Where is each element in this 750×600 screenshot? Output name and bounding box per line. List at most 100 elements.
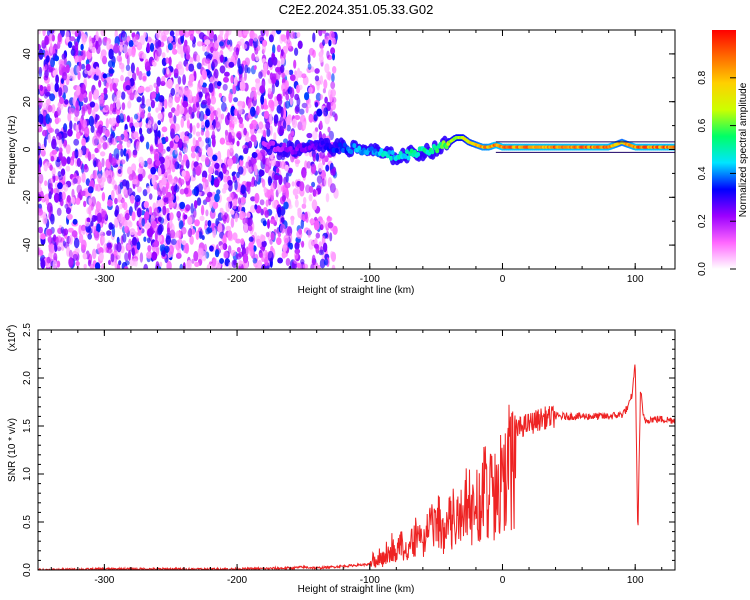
spectrogram-noise-blob [239,158,244,167]
spectrogram-noise-blob [303,196,307,205]
spectrogram-noise-blob [292,188,298,196]
spectrogram-noise-blob [155,85,159,95]
spectrogram-noise-blob [190,203,194,214]
spectrogram-noise-blob [65,64,70,74]
colorbar-tick-label: 0.6 [697,118,708,132]
spectrogram-noise-blob [258,252,264,259]
spectrogram-noise-blob [266,70,270,76]
spectrogram-noise-blob [285,188,289,200]
spectrogram-noise-blob [306,161,312,169]
spectrogram-noise-blob [163,245,170,253]
spectrogram-noise-blob [95,66,99,76]
spectrogram-noise-blob [240,155,244,161]
spectrogram-noise-blob [205,228,210,235]
spectrogram-noise-blob [85,63,91,71]
spectrogram-noise-blob [184,242,190,254]
spectrogram-noise-blob [146,42,150,53]
spectrogram-noise-blob [76,132,81,140]
spectrogram-noise-blob [94,169,98,179]
spectrogram-noise-blob [170,87,176,97]
spectrogram-noise-blob [113,43,120,54]
spectrogram-noise-blob [222,96,227,103]
spectrogram-noise-blob [298,84,303,91]
spectrogram-noise-blob [64,99,69,105]
spectrogram-noise-blob [61,132,68,139]
spectrogram-noise-blob [88,91,93,102]
spectrogram-noise-blob [104,129,111,138]
spectrogram-noise-blob [260,234,266,242]
x-tick-label: -200 [227,274,247,285]
spectrogram-noise-blob [238,105,243,115]
spectrogram-noise-blob [119,159,126,165]
spectrogram-noise-blob [288,69,294,76]
spectrogram-noise-blob [283,120,287,129]
spectrogram-noise-blob [162,148,166,154]
spectrogram-noise-blob [79,233,84,244]
spectrogram-noise-blob [44,180,48,187]
spectrogram-noise-blob [167,174,173,182]
spectrogram-noise-blob [252,124,257,130]
spectrogram-noise-blob [157,39,162,48]
spectrogram-noise-blob [197,183,203,193]
spectrogram-signal-core [349,149,354,155]
spectrogram-noise-blob [227,230,233,241]
spectrogram-signal-core [672,145,675,149]
spectrogram-noise-blob [96,212,103,224]
spectrogram-noise-blob [67,41,73,49]
spectrogram-noise-blob [259,85,266,94]
spectrogram-noise-blob [228,92,233,103]
spectrogram-noise-blob [224,61,230,68]
spectrogram-noise-blob [253,180,258,187]
spectrogram-signal-core [397,154,401,160]
spectrogram-noise-blob [185,159,190,169]
spectrogram-noise-blob [172,48,178,55]
spectrogram-noise-blob [101,210,107,220]
spectrogram-noise-blob [327,126,331,133]
spectrogram-noise-blob [264,164,270,174]
spectrogram-noise-blob [157,30,162,34]
spectrogram-noise-blob [231,259,238,269]
spectrogram-noise-blob [294,47,299,56]
colorbar-gradient [712,30,736,269]
spectrogram-noise-blob [208,173,212,182]
spectrogram-noise-blob [189,33,194,41]
spectrogram-noise-blob [260,218,267,224]
spectrogram-noise-blob [210,46,214,53]
spectrogram-noise-blob [73,237,80,249]
spectrogram-noise-blob [66,73,72,80]
spectrogram-noise-blob [38,226,43,234]
spectrogram-noise-blob [66,195,71,203]
spectrogram-noise-blob [271,172,276,181]
spectrogram-noise-blob [42,129,48,137]
spectrogram-noise-blob [223,76,229,83]
spectrogram-noise-blob [149,144,154,155]
spectrogram-signal-core [409,148,414,154]
spectrogram-noise-blob [45,113,51,125]
spectrogram-noise-blob [205,209,209,217]
spectrogram-noise-blob [277,206,282,218]
spectrogram-noise-blob [48,191,52,200]
spectrogram-noise-blob [284,182,291,189]
spectrogram-noise-blob [115,153,119,161]
spectrogram-noise-blob [125,153,129,162]
spectrogram-noise-blob [207,61,211,72]
spectrogram-noise-blob [293,59,297,69]
spectrogram-noise-blob [47,104,53,113]
spectrogram-noise-blob [156,76,161,87]
spectrogram-noise-blob [323,107,329,117]
spectrogram-noise-blob [196,152,200,162]
spectrogram-noise-blob [182,74,187,86]
spectrogram-noise-blob [301,167,307,179]
spectrogram-noise-blob [88,115,95,127]
spectrogram-noise-blob [108,48,114,60]
spectrogram-noise-blob [219,258,225,264]
spectrogram-noise-blob [69,234,73,245]
spectrogram-noise-blob [59,96,65,105]
spectrogram-noise-blob [328,39,332,47]
spectrogram-noise-blob [133,122,140,128]
spectrogram-noise-blob [46,256,51,264]
spectrogram-noise-blob [51,138,57,150]
spectrogram-noise-blob [214,170,219,176]
spectrogram-noise-blob [290,31,295,39]
spectrogram-noise-blob [307,98,311,105]
